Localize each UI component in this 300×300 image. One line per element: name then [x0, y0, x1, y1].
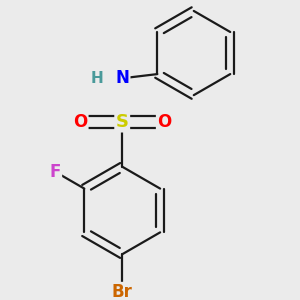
Text: S: S: [116, 113, 129, 131]
Text: Br: Br: [112, 283, 133, 300]
Text: O: O: [73, 113, 87, 131]
Text: H: H: [91, 71, 103, 86]
Text: N: N: [115, 69, 129, 87]
Text: F: F: [50, 163, 61, 181]
Text: O: O: [157, 113, 171, 131]
